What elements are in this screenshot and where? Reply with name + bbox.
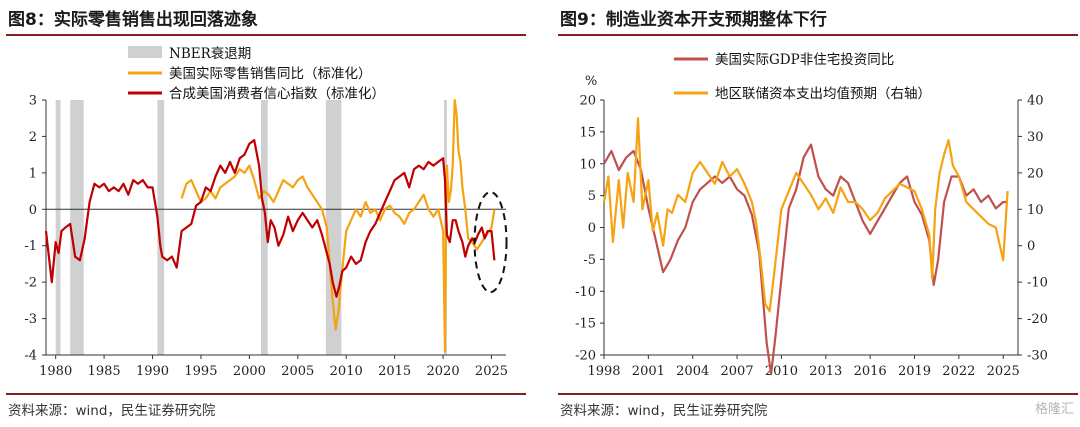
x-tick-label: 2022 bbox=[942, 364, 975, 379]
legend-label: 美国实际零售销售同比（标准化） bbox=[169, 66, 372, 82]
x-tick-label: 2010 bbox=[330, 364, 363, 379]
right-chart: %20151050-5-10-15-20403020100-10-20-3019… bbox=[575, 52, 1048, 379]
right-chart-panel: 图9：制造业资本开支预期整体下行 % 20 15 10 5 0 -5 -10 -15 -20 40 3… bbox=[552, 0, 1080, 427]
x-tick-label: 2025 bbox=[987, 364, 1020, 379]
x-tick-label: 2007 bbox=[721, 364, 754, 379]
y-tick-label: -4 bbox=[24, 349, 37, 364]
y-tick-label: 2 bbox=[29, 130, 37, 145]
recession-band bbox=[55, 100, 61, 355]
x-tick-label: 2025 bbox=[475, 364, 508, 379]
annotation-ellipse bbox=[473, 191, 508, 294]
y-tick-label: 0 bbox=[29, 203, 37, 218]
y-tick-label: -3 bbox=[24, 312, 37, 327]
x-tick-label: 1995 bbox=[184, 364, 217, 379]
x-tick-label: 2005 bbox=[281, 364, 314, 379]
recession-band bbox=[70, 100, 84, 355]
legend-label: 美国实际GDP非住宅投资同比 bbox=[715, 52, 894, 68]
y2-tick-label: 10 bbox=[1027, 203, 1044, 218]
y-axis-unit: % bbox=[585, 74, 597, 89]
legend-label: 地区联储资本支出均值预期（右轴） bbox=[715, 86, 931, 102]
x-tick-label: 2000 bbox=[233, 364, 266, 379]
y-tick-label: 10 bbox=[579, 157, 596, 172]
x-tick-label: 2016 bbox=[854, 364, 887, 379]
y-tick-label: 0 bbox=[588, 221, 596, 236]
y2-tick-label: 30 bbox=[1027, 130, 1044, 145]
x-tick-label: 1998 bbox=[587, 364, 620, 379]
title-rule bbox=[6, 34, 526, 36]
y-tick-label: 15 bbox=[579, 125, 596, 140]
y-tick-label: -15 bbox=[575, 317, 596, 332]
x-tick-label: 1990 bbox=[136, 364, 169, 379]
legend-label: NBER衰退期 bbox=[169, 45, 251, 62]
y-tick-label: -1 bbox=[24, 239, 37, 254]
series-line bbox=[180, 98, 496, 353]
y-tick-label: 1 bbox=[29, 166, 37, 181]
series-line bbox=[602, 117, 1009, 313]
y-tick-label: 20 bbox=[579, 94, 596, 109]
source-rule bbox=[558, 393, 1078, 395]
recession-band bbox=[260, 100, 268, 355]
y2-tick-label: -30 bbox=[1027, 349, 1048, 364]
title-rule bbox=[558, 34, 1078, 36]
y-tick-label: -20 bbox=[575, 349, 596, 364]
recession-band bbox=[157, 100, 165, 355]
x-tick-label: 1980 bbox=[39, 364, 72, 379]
source-rule bbox=[6, 393, 526, 395]
x-tick-label: 2019 bbox=[898, 364, 931, 379]
chart-title: 图8：实际零售销售出现回落迹象 bbox=[8, 10, 258, 30]
y-tick-label: -2 bbox=[24, 276, 37, 291]
y2-tick-label: -10 bbox=[1027, 276, 1048, 291]
y-tick-label: 5 bbox=[588, 189, 596, 204]
left-chart-panel: 图8：实际零售销售出现回落迹象 3 2 1 0 -1 -2 -3 -4 1980 1985 1990… bbox=[0, 0, 528, 427]
y2-tick-label: 0 bbox=[1027, 239, 1035, 254]
legend-swatch bbox=[128, 46, 162, 58]
x-tick-label: 2010 bbox=[765, 364, 798, 379]
x-tick-label: 1985 bbox=[88, 364, 121, 379]
x-tick-label: 2004 bbox=[676, 364, 709, 379]
y2-tick-label: 40 bbox=[1027, 94, 1044, 109]
source-note: 资料来源：wind，民生证券研究院 bbox=[560, 403, 768, 419]
y-tick-label: -5 bbox=[583, 253, 596, 268]
y-tick-label: -10 bbox=[575, 285, 596, 300]
y-tick-label: 3 bbox=[29, 94, 37, 109]
source-note: 资料来源：wind，民生证券研究院 bbox=[8, 403, 216, 419]
series-line bbox=[44, 139, 496, 298]
series-line bbox=[603, 143, 1008, 376]
x-tick-label: 2015 bbox=[378, 364, 411, 379]
x-tick-label: 2013 bbox=[809, 364, 842, 379]
watermark-logo: 格隆汇 bbox=[1034, 402, 1074, 417]
x-tick-label: 2001 bbox=[632, 364, 665, 379]
y2-tick-label: 20 bbox=[1027, 166, 1044, 181]
x-tick-label: 2020 bbox=[427, 364, 460, 379]
chart-title: 图9：制造业资本开支预期整体下行 bbox=[560, 10, 827, 30]
legend-label: 合成美国消费者信心指数（标准化） bbox=[169, 86, 385, 102]
y2-tick-label: -20 bbox=[1027, 312, 1048, 327]
